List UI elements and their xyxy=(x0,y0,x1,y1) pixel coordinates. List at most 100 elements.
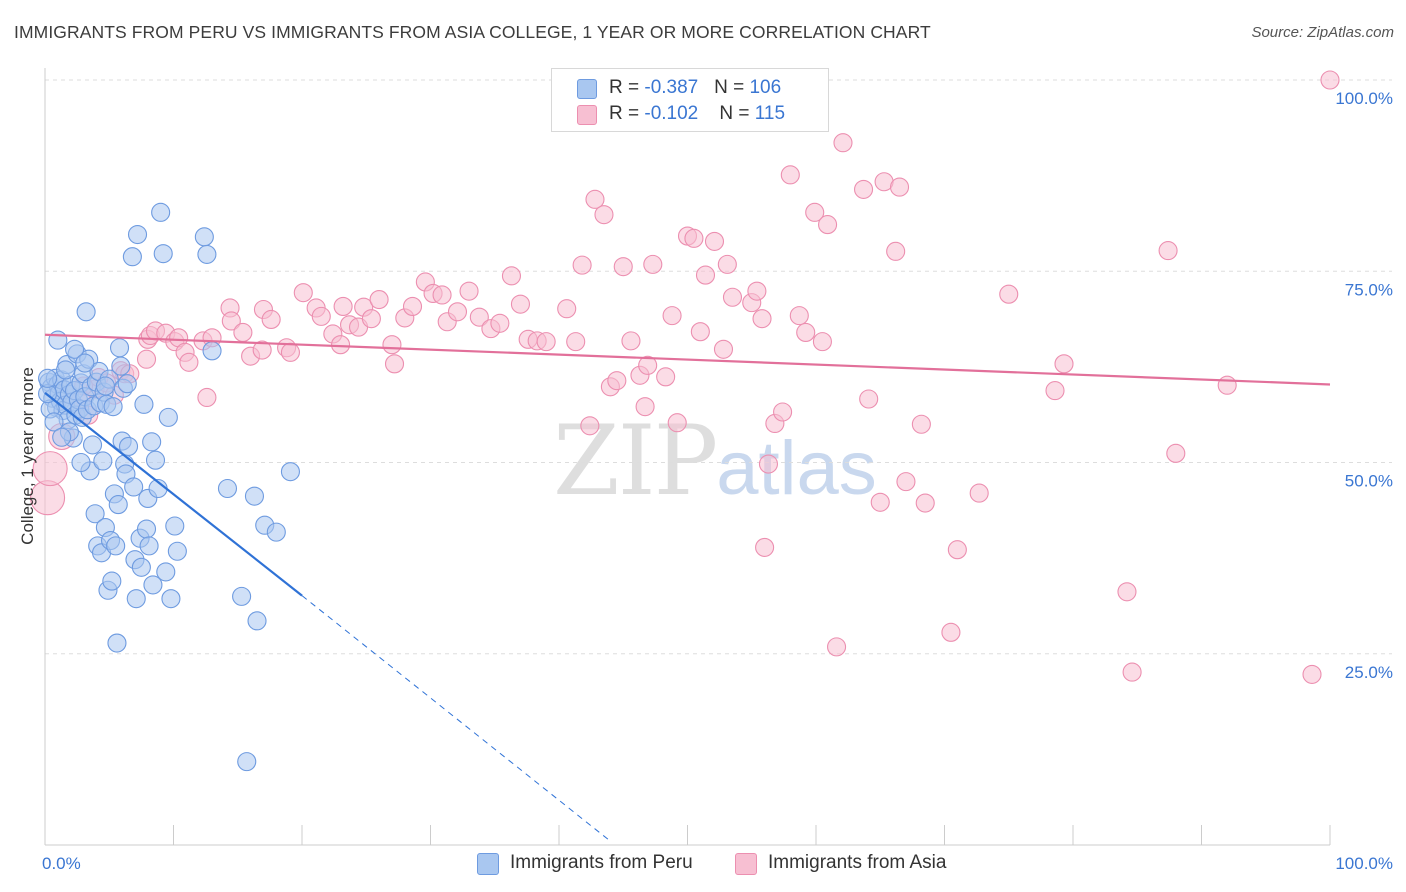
trend-line-peru-extension xyxy=(301,595,611,842)
y-tick-label-50: 50.0% xyxy=(1345,472,1393,491)
peru-point xyxy=(151,202,171,222)
asia-point xyxy=(667,413,687,433)
asia-point xyxy=(384,354,405,374)
peru-point xyxy=(142,432,162,452)
asia-point xyxy=(32,451,68,487)
peru-point xyxy=(52,427,72,447)
asia-point xyxy=(827,637,847,657)
peru-point xyxy=(134,394,154,414)
asia-point xyxy=(886,241,906,261)
peru-point xyxy=(117,374,137,394)
bottom-legend-swatch-peru xyxy=(477,853,499,875)
legend-asia-n-value: 115 xyxy=(754,103,786,124)
asia-point xyxy=(459,281,479,301)
peru-point xyxy=(106,536,126,556)
asia-point xyxy=(812,332,832,352)
peru-point xyxy=(232,586,252,606)
asia-point xyxy=(1217,375,1237,395)
asia-point xyxy=(870,492,890,512)
source-label: Source: ZipAtlas.com xyxy=(1251,24,1394,41)
bottom-legend-label-peru: Immigrants from Peru xyxy=(510,852,693,873)
peru-point xyxy=(244,486,265,506)
asia-point xyxy=(613,257,633,277)
legend-asia-r-value: -0.102 xyxy=(644,103,699,124)
peru-point xyxy=(111,356,131,376)
asia-point xyxy=(585,189,605,209)
asia-point xyxy=(572,255,592,275)
asia-point xyxy=(722,287,743,307)
asia-point xyxy=(1320,70,1340,90)
peru-point xyxy=(44,412,64,432)
asia-point xyxy=(818,215,838,235)
peru-point xyxy=(145,450,166,470)
legend-asia-r-label: R = xyxy=(609,103,645,124)
peru-point xyxy=(143,575,163,595)
asia-point xyxy=(402,296,423,316)
asia-point xyxy=(221,311,241,331)
asia-point xyxy=(789,306,809,326)
peru-point xyxy=(82,435,103,455)
legend-asia-n-label: N = xyxy=(719,103,755,124)
peru-point xyxy=(76,302,96,322)
asia-point xyxy=(896,472,916,492)
peru-point xyxy=(202,341,222,361)
asia-point xyxy=(261,309,281,329)
watermark: ZIPatlas xyxy=(553,405,877,517)
asia-point xyxy=(1302,664,1322,684)
asia-point xyxy=(333,296,353,316)
peru-point xyxy=(156,562,176,582)
asia-point xyxy=(638,355,658,375)
asia-point xyxy=(594,205,614,225)
asia-point xyxy=(557,299,577,319)
asia-point xyxy=(796,322,816,343)
asia-point xyxy=(432,285,452,305)
asia-point xyxy=(780,165,800,185)
peru-point xyxy=(126,589,146,609)
peru-point xyxy=(139,536,159,556)
asia-point xyxy=(490,313,510,333)
peru-point xyxy=(95,376,115,396)
y-tick-label-25: 25.0% xyxy=(1345,663,1393,682)
asia-point xyxy=(752,309,772,329)
asia-point xyxy=(136,349,157,369)
correlation-legend: R = -0.387 N = 106 R = -0.102 N = 115 xyxy=(551,68,829,132)
peru-point xyxy=(197,244,217,264)
peru-point xyxy=(124,477,144,497)
x-tick-label-min: 0.0% xyxy=(42,854,81,873)
peru-point xyxy=(217,478,238,499)
asia-point xyxy=(1158,241,1178,261)
asia-point xyxy=(713,339,734,359)
asia-point xyxy=(469,307,489,327)
y-axis-label: College, 1 year or more xyxy=(18,367,37,545)
asia-point xyxy=(941,622,961,642)
asia-point xyxy=(833,133,853,153)
asia-point xyxy=(501,266,522,286)
asia-point xyxy=(447,302,468,322)
peru-point xyxy=(93,451,113,471)
asia-point xyxy=(695,265,716,285)
trend-line-asia xyxy=(44,333,1331,386)
legend-peru-n-label: N = xyxy=(714,77,750,98)
x-tick-label-max: 100.0% xyxy=(1335,854,1393,873)
asia-point xyxy=(179,352,199,372)
asia-point xyxy=(1122,662,1142,682)
asia-point xyxy=(915,493,935,513)
asia-point xyxy=(311,306,331,326)
asia-point xyxy=(330,335,351,355)
peru-point xyxy=(266,522,286,542)
peru-point xyxy=(194,227,214,247)
peru-point xyxy=(122,247,142,267)
asia-point xyxy=(510,294,531,314)
chart-title: IMMIGRANTS FROM PERU VS IMMIGRANTS FROM … xyxy=(14,22,931,42)
asia-point xyxy=(805,202,825,222)
asia-point xyxy=(662,306,682,326)
y-tick-label-75: 75.0% xyxy=(1345,280,1393,299)
asia-point xyxy=(853,179,874,199)
peru-point xyxy=(237,752,257,772)
legend-swatch-peru xyxy=(577,79,597,99)
asia-point xyxy=(758,454,779,474)
peru-point xyxy=(158,407,178,427)
peru-point xyxy=(247,611,267,631)
peru-point xyxy=(38,368,58,388)
peru-point xyxy=(71,452,91,473)
